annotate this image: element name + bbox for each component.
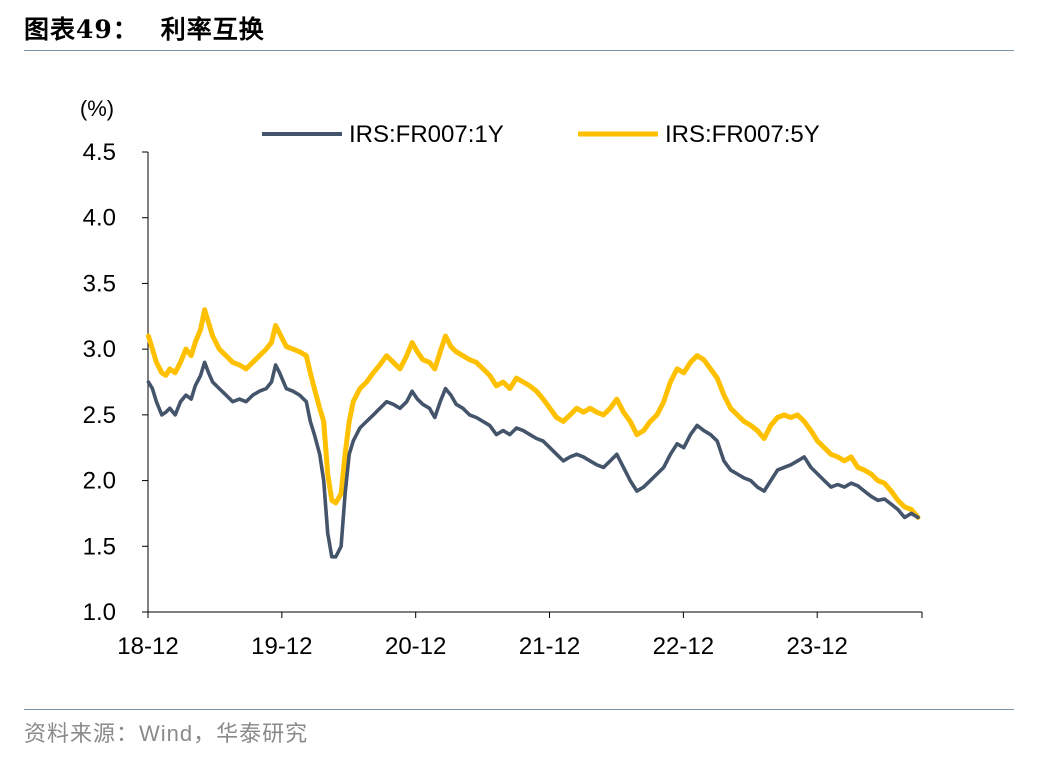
y-axis-unit-label: (%) xyxy=(80,96,114,121)
y-tick-label: 4.0 xyxy=(83,205,116,232)
x-tick-label: 20-12 xyxy=(385,633,446,660)
legend-label: IRS:FR007:1Y xyxy=(349,121,504,148)
y-tick-label: 3.0 xyxy=(83,336,116,363)
x-axis: 18-12 19-12 20-12 21-12 22-12 23-12 xyxy=(117,611,923,660)
x-tick-label: 21-12 xyxy=(519,633,580,660)
figure-number: 图表49： xyxy=(24,15,139,44)
y-tick-label: 1.0 xyxy=(83,599,116,626)
y-tick-label: 3.5 xyxy=(83,270,116,297)
bottom-divider xyxy=(24,709,1014,710)
series-line-irs-fr007-1y xyxy=(146,360,920,559)
legend-label: IRS:FR007:5Y xyxy=(665,121,820,148)
series-layer xyxy=(145,307,921,559)
source-note: 资料来源：Wind，华泰研究 xyxy=(24,721,309,746)
legend: IRS:FR007:1Y IRS:FR007:5Y xyxy=(262,121,820,148)
line-chart: 1.0 1.5 2.0 2.5 3.0 3.5 4.0 4.5 18-12 19-12 20-12… xyxy=(80,96,923,660)
y-tick-label: 4.5 xyxy=(83,139,116,166)
y-tick-label: 2.0 xyxy=(83,468,116,495)
x-tick-label: 18-12 xyxy=(117,633,178,660)
x-tick-label: 19-12 xyxy=(251,633,312,660)
x-tick-label: 23-12 xyxy=(787,633,848,660)
y-tick-label: 2.5 xyxy=(83,402,116,429)
y-axis: 1.0 1.5 2.0 2.5 3.0 3.5 4.0 4.5 xyxy=(83,139,149,626)
x-tick-label: 22-12 xyxy=(653,633,714,660)
top-divider xyxy=(24,50,1014,51)
series-line-irs-fr007-5y xyxy=(145,307,921,520)
figure-title: 图表49： 利率互换 xyxy=(24,14,265,46)
y-tick-label: 1.5 xyxy=(83,533,116,560)
figure-title-text: 利率互换 xyxy=(160,15,265,44)
